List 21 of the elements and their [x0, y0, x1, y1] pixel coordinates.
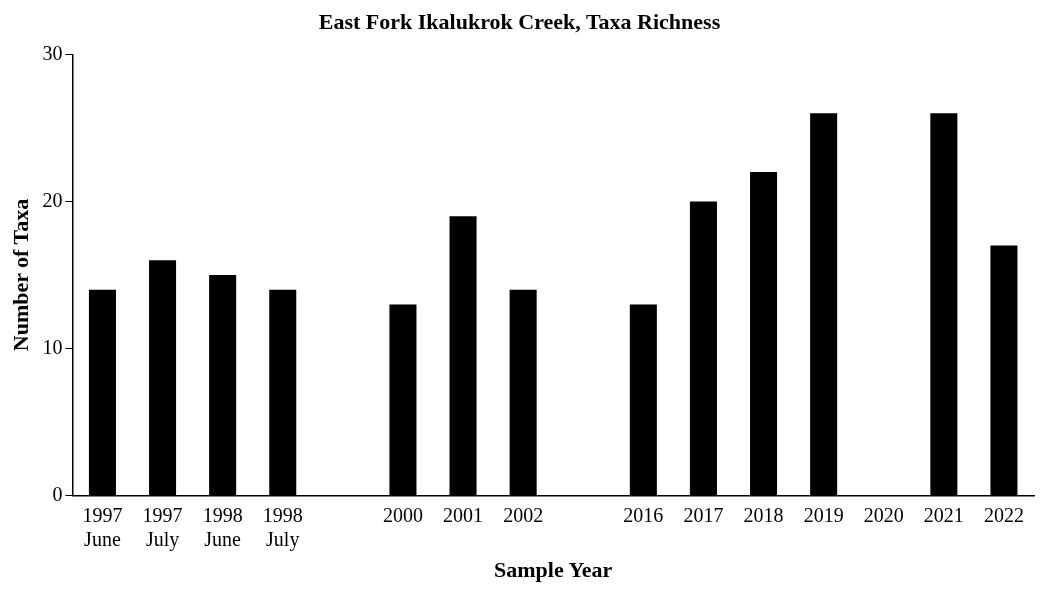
x-tick-label: 2020: [863, 503, 904, 526]
x-tick-label: 2017: [683, 503, 724, 526]
x-tick-label: 2022: [983, 503, 1024, 526]
x-tick-label: 2018: [743, 503, 784, 526]
x-tick-label: 1997 July: [142, 503, 183, 551]
x-axis-title: Sample Year: [494, 557, 613, 583]
x-tick-label: 2016: [623, 503, 664, 526]
y-tick-label: 30: [42, 41, 63, 64]
x-tick-label: 2001: [443, 503, 484, 526]
x-tick-label: 2019: [803, 503, 844, 526]
x-tick-label: 1997 June: [82, 503, 123, 550]
y-tick-label: 0: [52, 482, 63, 505]
y-tick-label: 20: [42, 188, 63, 211]
chart-title: East Fork Ikalukrok Creek, Taxa Richness: [318, 8, 721, 34]
x-tick-label: 2021: [923, 503, 964, 526]
x-tick-label: 2000: [382, 503, 423, 526]
x-tick-label: 1998 June: [202, 503, 243, 550]
y-tick-label: 10: [42, 335, 63, 358]
x-tick-label: 2002: [503, 503, 544, 526]
x-tick-label: 1998 July: [262, 503, 303, 551]
y-axis-title: Number of Taxa: [7, 198, 33, 352]
